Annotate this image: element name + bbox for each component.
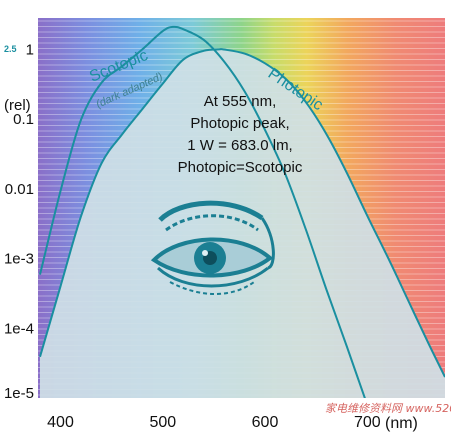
x-tick-label: 400 <box>47 414 74 431</box>
y-tick-label: 1e-3 <box>4 251 34 268</box>
annotation-line: At 555 nm, <box>204 93 277 110</box>
x-axis-ticks: 400 500 600 700 <box>47 414 381 431</box>
y-tick-label: 1e-4 <box>4 320 34 337</box>
x-tick-label: 700 <box>354 414 381 431</box>
photopic-area-fill <box>40 49 445 398</box>
y-tick-label: 1e-5 <box>4 385 34 402</box>
top-tick-label: 2.5 <box>4 44 17 54</box>
x-tick-label: 600 <box>252 414 279 431</box>
annotation-block: At 555 nm, Photopic peak, 1 W = 683.0 lm, P… <box>178 93 303 176</box>
y-tick-label: 0.1 <box>13 111 34 128</box>
y-tick-label: 1 <box>26 41 34 58</box>
x-unit-label: (nm) <box>385 415 418 432</box>
watermark: 家电维修资料网 www.520101.com <box>325 402 451 415</box>
x-tick-label: 500 <box>149 414 176 431</box>
y-axis-ticks: 1 0.1 0.01 1e-3 1e-4 1e-5 <box>4 41 34 402</box>
eye-icon <box>150 200 275 295</box>
y-tick-label: 0.01 <box>5 181 34 198</box>
annotation-line: Photopic=Scotopic <box>178 159 303 176</box>
photopic-series-line <box>39 48 445 378</box>
annotation-line: Photopic peak, <box>190 115 289 132</box>
scotopic-series-line <box>39 25 366 398</box>
annotation-line: 1 W = 683.0 lm, <box>187 137 292 154</box>
y-axis-label: (rel) <box>4 97 31 114</box>
